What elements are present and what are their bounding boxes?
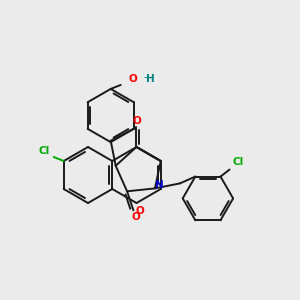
Text: O: O <box>132 116 141 126</box>
Text: O: O <box>131 212 140 222</box>
Text: Cl: Cl <box>233 157 244 166</box>
Text: O: O <box>128 74 137 84</box>
Text: H: H <box>146 74 155 84</box>
Text: -: - <box>144 72 147 82</box>
Text: O: O <box>135 206 144 216</box>
Text: N: N <box>154 180 163 190</box>
Text: Cl: Cl <box>38 146 50 156</box>
